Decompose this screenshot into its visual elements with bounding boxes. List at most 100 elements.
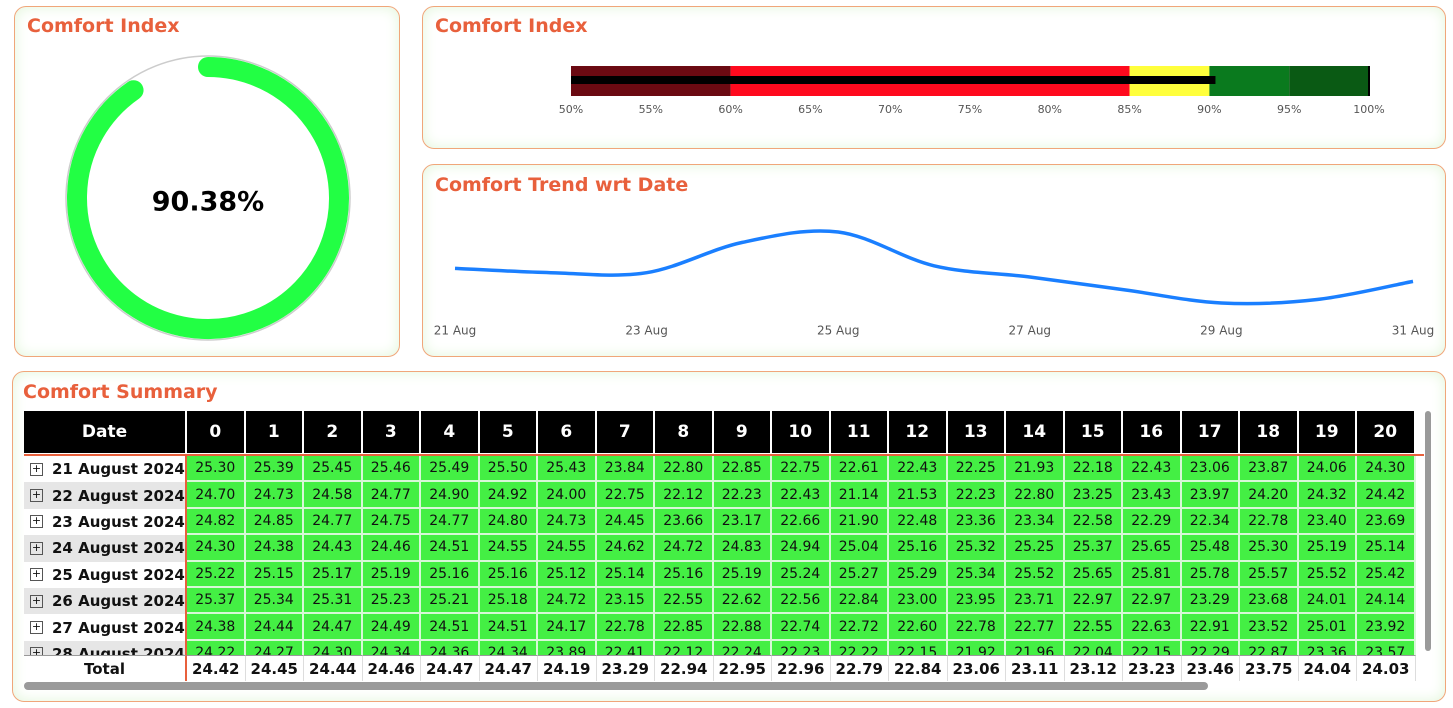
value-cell: 23.57 xyxy=(1357,640,1416,655)
value-cell: 24.34 xyxy=(362,640,421,655)
value-cell: 23.36 xyxy=(947,508,1006,536)
x-tick-label: 21 Aug xyxy=(434,324,477,338)
expand-icon[interactable]: + xyxy=(30,593,43,608)
expand-icon[interactable]: + xyxy=(30,620,43,635)
value-cell: 25.43 xyxy=(538,456,597,483)
value-cell: 25.37 xyxy=(187,588,246,615)
value-cell: 25.23 xyxy=(362,588,421,615)
column-header: 5 xyxy=(479,411,538,453)
value-cell: 22.80 xyxy=(1006,482,1065,509)
value-cell: 23.25 xyxy=(1064,482,1123,509)
value-cell: 23.40 xyxy=(1298,508,1357,536)
row-date[interactable]: +23 August 2024 xyxy=(24,508,187,536)
value-cell: 24.17 xyxy=(538,614,597,641)
date-label: 24 August 2024 xyxy=(52,539,185,558)
x-tick-label: 100% xyxy=(1353,103,1384,116)
row-date[interactable]: +21 August 2024 xyxy=(24,456,187,483)
row-date[interactable]: +28 August 2024 xyxy=(24,640,187,655)
value-cell: 24.80 xyxy=(479,508,538,536)
value-cell: 24.30 xyxy=(304,640,363,655)
value-cell: 24.62 xyxy=(596,535,655,562)
total-cell: 24.42 xyxy=(187,655,246,681)
expand-icon[interactable]: + xyxy=(30,647,43,655)
value-cell: 24.14 xyxy=(1357,588,1416,615)
total-cell: 24.45 xyxy=(245,655,304,681)
column-header: 11 xyxy=(830,411,889,453)
value-cell: 24.82 xyxy=(187,508,246,536)
h-scrollbar[interactable] xyxy=(24,682,1208,690)
row-date[interactable]: +26 August 2024 xyxy=(24,588,187,615)
summary-panel: Comfort Summary xyxy=(12,371,1446,702)
total-cell: 23.23 xyxy=(1123,655,1182,681)
total-cell: 24.19 xyxy=(538,655,597,681)
value-cell: 22.22 xyxy=(830,640,889,655)
value-cell: 22.15 xyxy=(889,640,948,655)
value-cell: 25.57 xyxy=(1240,561,1299,588)
value-cell: 21.93 xyxy=(1006,456,1065,483)
value-cell: 22.18 xyxy=(1064,456,1123,483)
value-cell: 22.66 xyxy=(772,508,831,536)
x-tick-label: 75% xyxy=(958,103,982,116)
value-cell: 25.65 xyxy=(1123,535,1182,562)
x-tick-label: 85% xyxy=(1117,103,1141,116)
value-cell: 25.22 xyxy=(187,561,246,588)
v-scrollbar[interactable] xyxy=(1425,411,1431,651)
x-tick-label: 31 Aug xyxy=(1392,324,1435,338)
expand-icon[interactable]: + xyxy=(30,461,43,476)
value-cell: 25.16 xyxy=(889,535,948,562)
value-cell: 24.06 xyxy=(1298,456,1357,483)
row-date[interactable]: +25 August 2024 xyxy=(24,561,187,588)
value-cell: 22.75 xyxy=(596,482,655,509)
value-cell: 25.49 xyxy=(421,456,480,483)
row-date[interactable]: +24 August 2024 xyxy=(24,535,187,562)
bullet-band xyxy=(1209,66,1290,96)
value-cell: 24.94 xyxy=(772,535,831,562)
value-cell: 22.80 xyxy=(655,456,714,483)
value-cell: 25.19 xyxy=(362,561,421,588)
value-cell: 25.21 xyxy=(421,588,480,615)
column-header: 20 xyxy=(1357,411,1416,453)
value-cell: 24.77 xyxy=(304,508,363,536)
row-date[interactable]: +22 August 2024 xyxy=(24,482,187,509)
trend-line xyxy=(454,229,1414,306)
value-cell: 24.30 xyxy=(187,535,246,562)
value-cell: 22.72 xyxy=(830,614,889,641)
value-cell: 23.15 xyxy=(596,588,655,615)
value-cell: 25.14 xyxy=(1357,535,1416,562)
expand-icon[interactable]: + xyxy=(30,488,43,503)
value-cell: 24.85 xyxy=(245,508,304,536)
value-cell: 24.27 xyxy=(245,640,304,655)
expand-icon[interactable]: + xyxy=(30,567,43,582)
value-cell: 22.56 xyxy=(772,588,831,615)
value-cell: 23.34 xyxy=(1006,508,1065,536)
value-cell: 24.83 xyxy=(713,535,772,562)
value-cell: 21.53 xyxy=(889,482,948,509)
value-cell: 22.77 xyxy=(1006,614,1065,641)
total-cell: 22.79 xyxy=(830,655,889,681)
row-date[interactable]: +27 August 2024 xyxy=(24,614,187,641)
value-cell: 25.78 xyxy=(1181,561,1240,588)
total-cell: 24.04 xyxy=(1298,655,1357,681)
value-cell: 24.51 xyxy=(421,535,480,562)
expand-icon[interactable]: + xyxy=(30,514,43,529)
value-cell: 24.90 xyxy=(421,482,480,509)
value-cell: 25.48 xyxy=(1181,535,1240,562)
value-cell: 22.75 xyxy=(772,456,831,483)
panel-title: Comfort Index xyxy=(27,15,180,37)
total-cell: 23.12 xyxy=(1064,655,1123,681)
date-label: 22 August 2024 xyxy=(52,486,185,505)
value-cell: 23.95 xyxy=(947,588,1006,615)
bullet-panel: Comfort Index xyxy=(422,6,1446,149)
x-tick-label: 80% xyxy=(1038,103,1062,116)
column-header: 2 xyxy=(304,411,363,453)
value-cell: 22.55 xyxy=(1064,614,1123,641)
x-tick-label: 60% xyxy=(718,103,742,116)
value-cell: 22.84 xyxy=(830,588,889,615)
gauge-arc xyxy=(67,57,349,339)
x-tick-label: 65% xyxy=(798,103,822,116)
total-cell: 22.95 xyxy=(713,655,772,681)
expand-icon[interactable]: + xyxy=(30,540,43,555)
value-cell: 24.55 xyxy=(479,535,538,562)
value-cell: 25.39 xyxy=(245,456,304,483)
